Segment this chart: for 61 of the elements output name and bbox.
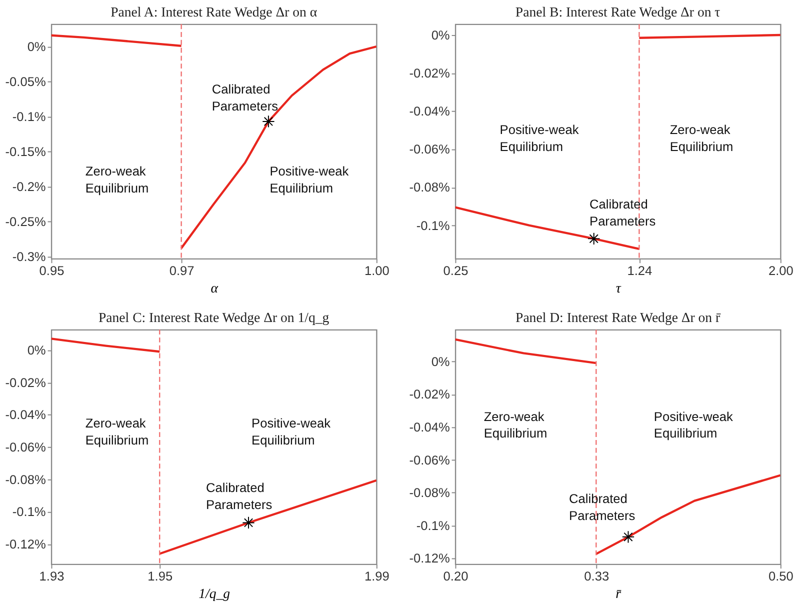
annotation: Zero-weak Equilibrium	[85, 416, 149, 448]
y-tick-label: -0.04%	[5, 407, 46, 422]
x-tick-label: 2.00	[768, 262, 794, 278]
y-tick-label: -0.02%	[409, 66, 450, 81]
x-tick-label: 0.20	[443, 568, 468, 584]
x-axis-title: τ	[616, 280, 622, 296]
y-tick-label: -0.06%	[409, 452, 450, 468]
x-tick-label: 0.95	[39, 262, 64, 278]
annotation: Positive-weak Equilibrium	[252, 416, 332, 448]
y-tick-label: -0.1%	[416, 518, 450, 533]
y-tick-label: -0.12%	[409, 550, 450, 566]
y-tick-label: -0.04%	[409, 104, 450, 119]
y-tick-label: -0.05%	[5, 74, 46, 89]
x-tick-label: 1.24	[627, 262, 652, 278]
y-tick-label: 0%	[431, 27, 450, 42]
y-tick-label: -0.06%	[5, 439, 46, 454]
y-tick-label: -0.12%	[5, 536, 46, 552]
x-tick-label: 0.97	[169, 262, 194, 278]
y-tick-label: -0.15%	[5, 144, 46, 159]
y-tick-label: 0%	[27, 342, 46, 358]
annotation: Calibrated Parameters	[569, 491, 636, 523]
line-series	[51, 34, 182, 47]
annotation: Calibrated Parameters	[590, 196, 656, 228]
y-tick-label: -0.1%	[12, 504, 46, 520]
y-tick-label: 0%	[431, 354, 450, 369]
x-tick-label: 1.93	[39, 568, 64, 584]
y-tick-label: -0.2%	[12, 179, 46, 194]
x-tick-label: 0.25	[443, 262, 468, 278]
y-tick-label: -0.25%	[5, 214, 46, 230]
y-tick-label: -0.04%	[409, 419, 450, 434]
y-tick-label: -0.08%	[5, 472, 46, 487]
y-tick-label: -0.02%	[5, 374, 46, 390]
y-tick-label: -0.3%	[12, 249, 46, 264]
annotation: Calibrated Parameters	[212, 82, 278, 114]
y-tick-label: -0.1%	[416, 218, 450, 233]
y-tick-label: -0.08%	[409, 485, 450, 500]
annotation: Positive-weak Equilibrium	[654, 408, 734, 441]
x-tick-label: 0.33	[584, 568, 610, 584]
annotation: Calibrated Parameters	[206, 480, 272, 512]
annotation: Zero-weak Equilibrium	[484, 408, 548, 441]
line-series	[180, 45, 376, 250]
x-tick-label: 1.99	[364, 568, 390, 584]
y-tick-label: -0.02%	[409, 386, 450, 402]
x-tick-label: 1.95	[148, 568, 173, 584]
y-tick-label: -0.1%	[12, 108, 46, 124]
y-tick-label: -0.06%	[409, 142, 450, 157]
chart-title: Panel D: Interest Rate Wedge Δr on r̄	[516, 310, 722, 326]
chart-title: Panel C: Interest Rate Wedge Δr on 1/q_g	[98, 310, 330, 326]
x-axis-title: r̄	[616, 586, 622, 602]
chart-title: Panel B: Interest Rate Wedge Δr on τ	[515, 4, 721, 20]
annotation: Positive-weak Equilibrium	[500, 122, 580, 154]
y-tick-label: -0.08%	[409, 180, 450, 195]
x-tick-label: 0.50	[768, 568, 794, 584]
y-tick-label: 0%	[27, 38, 46, 54]
chart-title: Panel A: Interest Rate Wedge Δr on α	[110, 4, 318, 20]
annotation: Positive-weak Equilibrium	[270, 164, 350, 196]
x-tick-label: 1.00	[364, 262, 390, 278]
annotation: Zero-weak Equilibrium	[670, 122, 734, 154]
x-axis-title: α	[210, 280, 219, 296]
annotation: Zero-weak Equilibrium	[85, 164, 149, 196]
x-axis-title: 1/q_g	[198, 586, 230, 602]
